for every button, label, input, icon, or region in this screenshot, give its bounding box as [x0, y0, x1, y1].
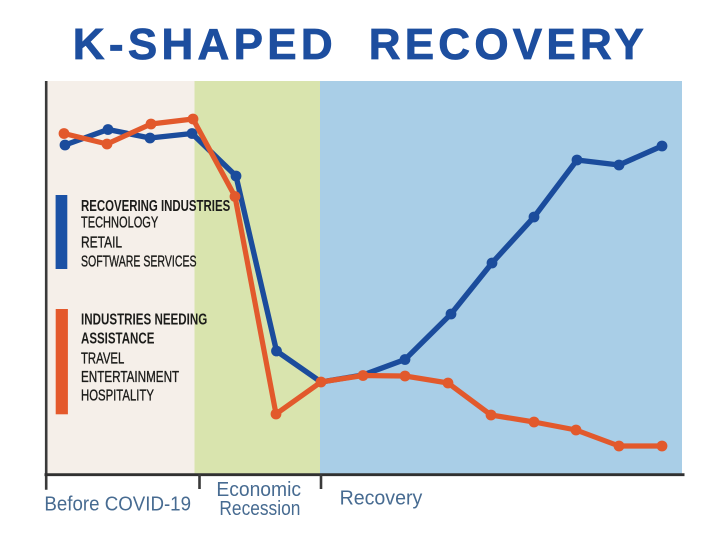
svg-text:Recovery: Recovery — [340, 488, 423, 510]
svg-text:K-SHAPED: K-SHAPED — [73, 20, 337, 69]
svg-text:RECOVERY: RECOVERY — [369, 20, 648, 69]
svg-text:Recession: Recession — [219, 498, 300, 520]
svg-text:TRAVEL: TRAVEL — [81, 349, 125, 367]
svg-text:Before COVID-19: Before COVID-19 — [44, 493, 191, 515]
svg-text:Economic: Economic — [216, 479, 301, 501]
svg-text:RETAIL: RETAIL — [81, 233, 122, 251]
svg-text:ENTERTAINMENT: ENTERTAINMENT — [81, 367, 180, 385]
svg-text:TECHNOLOGY: TECHNOLOGY — [81, 214, 158, 231]
svg-text:RECOVERING INDUSTRIES: RECOVERING INDUSTRIES — [81, 196, 230, 214]
svg-text:HOSPITALITY: HOSPITALITY — [81, 386, 154, 404]
svg-text:INDUSTRIES NEEDING: INDUSTRIES NEEDING — [81, 310, 207, 328]
svg-text:ASSISTANCE: ASSISTANCE — [81, 329, 154, 347]
svg-text:SOFTWARE SERVICES: SOFTWARE SERVICES — [81, 252, 197, 270]
